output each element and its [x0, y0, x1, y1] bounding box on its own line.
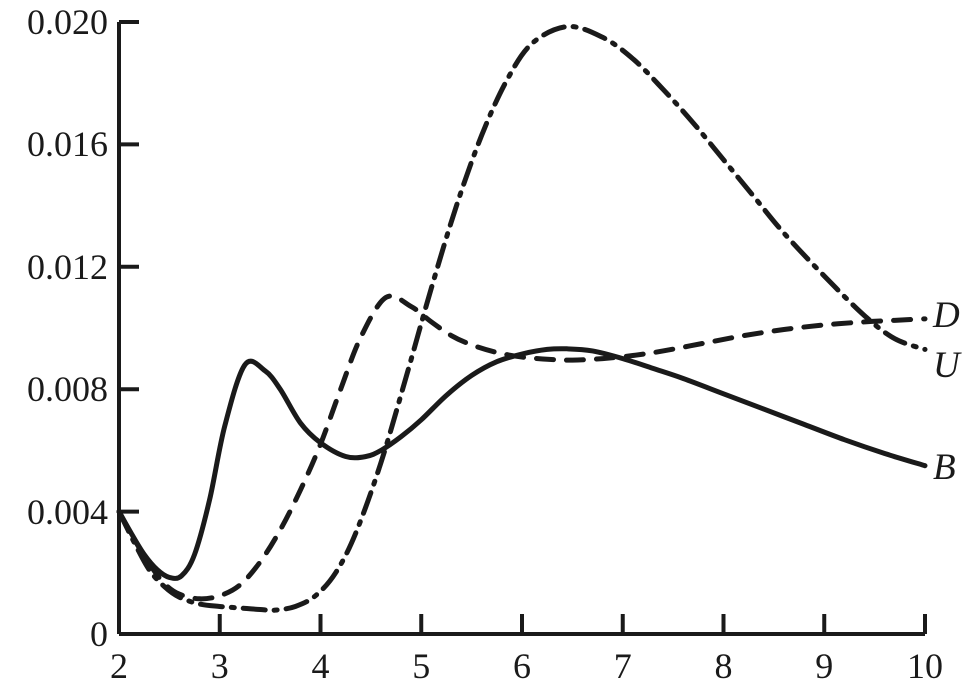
chart-series-group — [116, 24, 928, 613]
x-axis-tick-label: 8 — [714, 646, 733, 686]
x-axis-tick-label: 6 — [513, 646, 531, 686]
x-axis-tick-label: 4 — [311, 646, 330, 686]
y-axis-tick-label: 0 — [90, 614, 108, 654]
y-axis-tick-label: 0.008 — [27, 369, 108, 410]
series-line-u — [116, 24, 928, 613]
x-axis-tick-label: 9 — [815, 646, 834, 686]
x-axis-ticks — [217, 614, 927, 634]
series-label-d: D — [933, 295, 960, 336]
x-axis-tick-label: 5 — [412, 646, 431, 686]
y-axis-tick-label: 0.004 — [27, 491, 108, 532]
series-line-d — [116, 293, 928, 602]
y-axis-tick-label: 0.016 — [27, 124, 108, 165]
series-label-u: U — [933, 345, 960, 386]
x-axis-tick-label: 7 — [613, 646, 632, 686]
series-label-b: B — [933, 447, 956, 488]
y-axis-ticks — [119, 20, 139, 514]
y-axis-tick-label: 0.012 — [27, 246, 108, 287]
x-axis-tick-label: 3 — [210, 646, 229, 686]
chart-axes — [117, 20, 927, 636]
x-axis-tick-label: 2 — [110, 646, 128, 686]
y-axis-tick-label: 0.020 — [27, 2, 108, 42]
series-line-b — [116, 346, 928, 581]
x-axis-tick-label: 10 — [907, 646, 943, 686]
